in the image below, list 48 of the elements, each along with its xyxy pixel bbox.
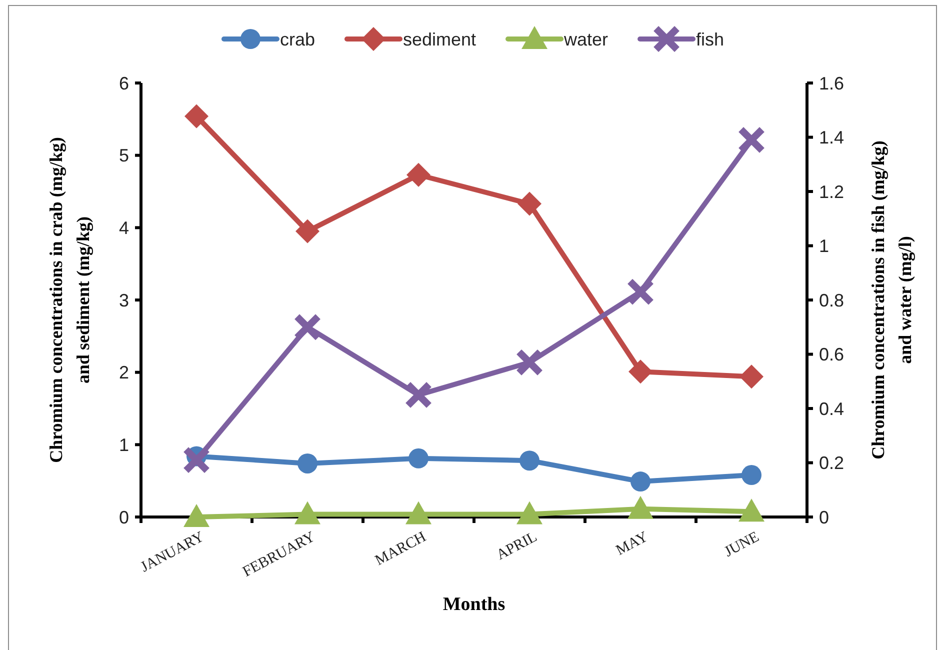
y-tick-label: 4 [118, 218, 129, 238]
point [628, 360, 652, 384]
point [185, 448, 208, 472]
point [294, 501, 320, 524]
point [407, 383, 430, 406]
point [298, 453, 318, 474]
point [629, 280, 652, 304]
point [630, 472, 650, 492]
legend-label: fish [696, 29, 724, 50]
point [738, 498, 764, 522]
point [740, 128, 763, 152]
point [296, 219, 320, 244]
y2-tick-label: 0.4 [819, 398, 844, 419]
y2-tick-label: 0.8 [819, 290, 844, 310]
y2-tick-label: 0.2 [819, 453, 844, 474]
point [184, 104, 208, 128]
y2-tick-label: 0.6 [819, 344, 844, 365]
y-tick-label: 1 [118, 434, 129, 455]
point [742, 465, 762, 486]
y-tick-label: 0 [118, 507, 129, 528]
y2-tick-label: 1.2 [819, 182, 844, 202]
point [516, 501, 542, 524]
point [406, 162, 430, 187]
x-tick-label: JUNE [722, 529, 762, 560]
y-tick-label: 6 [118, 73, 129, 94]
y2-tick-label: 1.4 [819, 128, 844, 148]
point [628, 496, 654, 519]
legend-label: water [563, 29, 608, 50]
point [518, 350, 541, 374]
y-tick-label: 5 [118, 146, 129, 166]
point [520, 450, 540, 471]
y2-tick-label: 1 [819, 236, 830, 256]
y-axis-title: Chromium concentrations in crab (mg/kg) and sediment (mg/kg) [46, 137, 93, 463]
y-tick-label: 2 [118, 362, 129, 383]
point [408, 448, 428, 468]
y2-axis-title: Chromium concentrations in fish (mg/kg) and water (mg/l) [868, 140, 915, 460]
x-tick-label: MAY [614, 528, 651, 559]
y2-tick-label: 0 [819, 507, 830, 528]
point [518, 192, 542, 216]
legend-label: sediment [402, 29, 476, 50]
y2-tick-label: 1.6 [819, 73, 844, 94]
y-tick-label: 3 [118, 290, 129, 310]
point [296, 316, 319, 339]
legend-label: crab [280, 29, 315, 50]
point [740, 364, 764, 389]
point [184, 504, 210, 527]
x-axis-title: Months [442, 594, 506, 615]
point [406, 501, 432, 524]
